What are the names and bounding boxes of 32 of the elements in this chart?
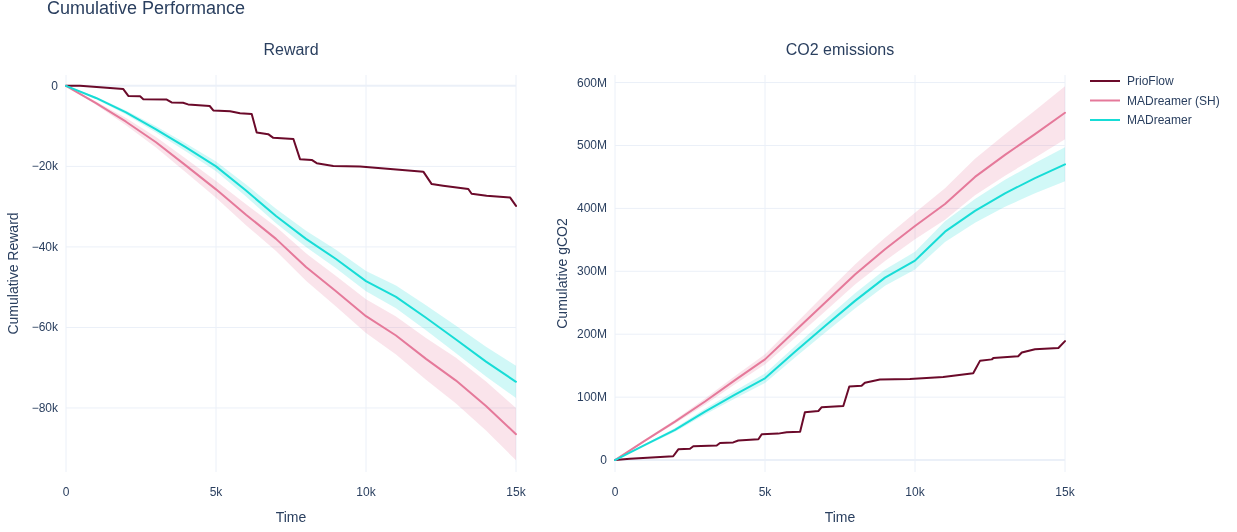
y-axis-title: Cumulative gCO2 [554,218,570,329]
y-tick-label: 0 [51,78,59,93]
y-tick-label: 400M [576,201,607,216]
y-axis-title: Cumulative Reward [5,212,21,335]
line-series [65,84,517,207]
y-tick-label: −80k [31,400,59,415]
y-tick-label: −20k [31,159,59,174]
x-axis-title: Time [824,509,856,525]
x-tick-label: 10k [356,485,377,499]
y-tick-label: 200M [576,327,607,342]
x-axis-title: Time [275,509,307,525]
text: Cumulative Performance [47,0,246,18]
y-tick-label: −60k [31,320,59,335]
x-tick-label: 15k [506,485,527,499]
x-tick-label: 5k [209,485,224,499]
y-tick-label: 600M [576,75,607,90]
legend-label: MADreamer (SH) [1127,93,1220,108]
y-tick-label: 500M [576,138,607,153]
legend-label: PrioFlow [1127,74,1175,88]
x-tick-label: 5k [758,485,773,499]
chart-title: Reward [263,41,319,58]
x-tick-label: 0 [62,485,70,499]
x-tick-label: 0 [611,485,619,499]
x-tick-label: 10k [905,485,926,499]
y-tick-label: 0 [600,453,608,468]
y-tick-label: 300M [576,264,607,279]
legend-label: MADreamer [1127,113,1192,127]
chart-title: CO2 emissions [785,41,895,58]
line-series [614,340,1066,462]
x-tick-label: 15k [1055,485,1076,499]
y-tick-label: −40k [31,239,59,254]
y-tick-label: 100M [576,390,607,405]
